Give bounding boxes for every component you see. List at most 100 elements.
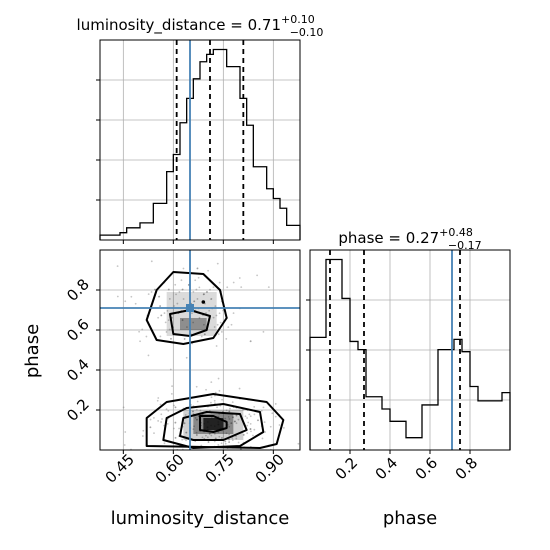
sample-point xyxy=(167,288,170,291)
sample-point xyxy=(153,432,155,435)
sample-point xyxy=(165,331,168,333)
sample-point xyxy=(123,444,126,446)
sample-point xyxy=(209,432,211,435)
sample-point xyxy=(157,316,160,319)
x-tick-label: 0.8 xyxy=(452,454,482,484)
sample-point xyxy=(198,316,201,319)
sample-point xyxy=(233,420,236,423)
sample-point xyxy=(208,309,211,312)
sample-point xyxy=(246,432,249,435)
sample-point xyxy=(195,431,198,434)
sample-point xyxy=(230,422,233,425)
sample-point xyxy=(228,410,231,413)
sample-point xyxy=(147,293,150,296)
sample-point xyxy=(253,413,256,416)
sample-point xyxy=(237,418,240,421)
sample-point xyxy=(218,435,221,438)
sample-point xyxy=(240,286,243,289)
sample-point xyxy=(160,413,163,416)
sample-point xyxy=(159,335,162,338)
sample-point xyxy=(238,387,241,390)
sample-point xyxy=(205,388,207,391)
sample-point xyxy=(217,443,220,446)
sample-point xyxy=(183,338,186,340)
xlabel-luminosity-distance: luminosity_distance xyxy=(111,508,290,529)
sample-point xyxy=(196,298,199,300)
sample-point xyxy=(267,286,270,289)
sample-point xyxy=(234,420,236,423)
sample-point xyxy=(138,330,141,333)
density-cell xyxy=(203,418,224,430)
sample-point xyxy=(175,293,177,296)
sample-point xyxy=(168,328,171,331)
sample-point xyxy=(274,415,277,418)
sample-point xyxy=(224,440,227,443)
sample-point xyxy=(249,428,252,430)
sample-point xyxy=(182,267,185,270)
sample-point xyxy=(271,412,274,415)
sample-point xyxy=(181,319,184,322)
sample-point xyxy=(203,293,205,296)
sample-point xyxy=(263,421,266,424)
sample-point xyxy=(230,422,233,425)
sample-point xyxy=(139,340,141,343)
sample-point xyxy=(249,428,252,430)
sample-point xyxy=(228,433,231,436)
sample-point xyxy=(215,345,218,347)
sample-point xyxy=(174,406,177,409)
sample-point xyxy=(201,436,204,439)
sample-point xyxy=(166,422,169,425)
sample-point xyxy=(191,312,193,315)
sample-point xyxy=(193,425,195,428)
sample-point xyxy=(207,441,210,443)
hist-phase xyxy=(309,258,511,450)
sample-point xyxy=(210,298,212,301)
sample-point xyxy=(169,368,172,371)
hist-luminosity-distance xyxy=(99,48,301,240)
sample-point xyxy=(228,441,231,443)
sample-point xyxy=(159,305,161,308)
sample-point xyxy=(224,442,227,445)
sample-point xyxy=(210,401,212,404)
contour xyxy=(145,393,285,449)
sample-point xyxy=(221,398,223,401)
sample-point xyxy=(142,429,145,432)
sample-point xyxy=(163,442,166,445)
sample-point xyxy=(192,321,195,324)
sample-point xyxy=(181,288,184,291)
sample-point xyxy=(228,410,231,413)
sample-point xyxy=(195,385,198,388)
contour xyxy=(162,403,265,449)
sample-point xyxy=(232,281,235,284)
sample-point xyxy=(217,377,220,380)
sample-point xyxy=(206,291,208,293)
sample-point xyxy=(228,418,231,420)
sample-point xyxy=(194,279,197,282)
sample-point xyxy=(232,416,234,419)
sample-point xyxy=(193,300,196,303)
axes-frame xyxy=(99,39,301,241)
x-tick-label: 0.60 xyxy=(152,450,188,486)
sample-point xyxy=(225,409,228,412)
sample-point xyxy=(224,417,227,420)
sample-point xyxy=(203,323,205,326)
sample-point xyxy=(212,286,215,289)
title-ld: luminosity_distance = 0.71+0.10 −0.10 xyxy=(77,13,324,39)
sample-point xyxy=(235,414,238,417)
sample-point xyxy=(225,432,228,435)
ylabel-phase: phase xyxy=(22,324,43,378)
sample-point xyxy=(174,436,177,439)
sample-point xyxy=(200,335,203,338)
sample-point xyxy=(141,435,144,437)
y-tick-label: 0.8 xyxy=(63,275,93,305)
sample-point xyxy=(157,397,160,399)
x-tick-label: 0.75 xyxy=(202,450,238,486)
sample-point xyxy=(216,323,219,326)
sample-point xyxy=(235,414,238,417)
sample-point xyxy=(183,422,186,425)
sample-point xyxy=(160,314,163,317)
sample-point xyxy=(220,442,223,445)
sample-point xyxy=(196,400,199,403)
sample-point xyxy=(183,422,186,425)
sample-point xyxy=(249,422,252,425)
